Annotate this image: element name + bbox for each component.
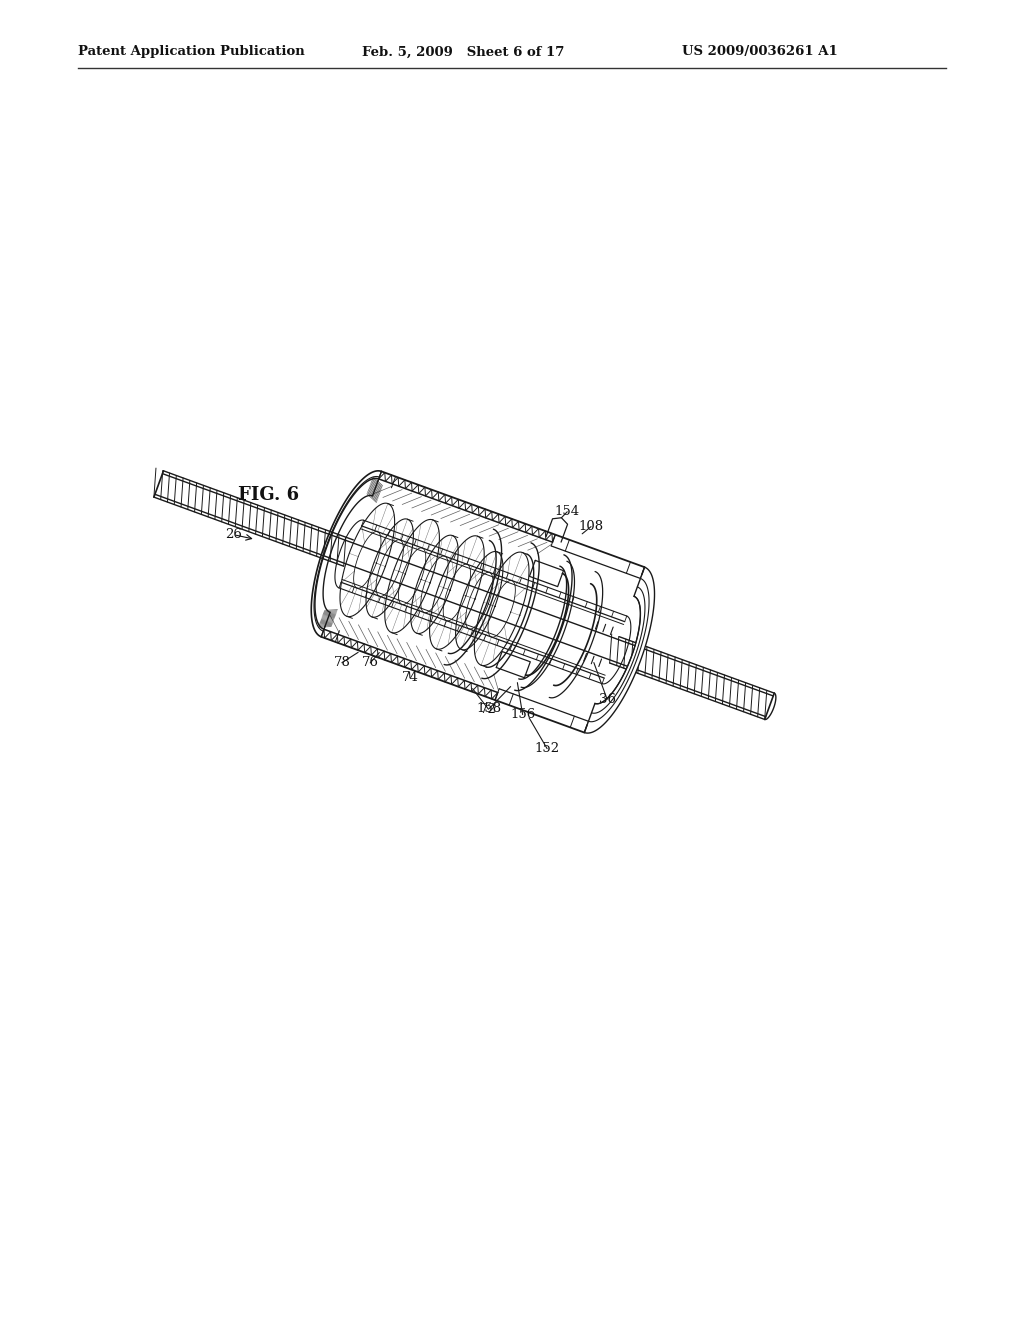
Text: 36: 36 [599,693,615,706]
Polygon shape [322,471,644,733]
Text: 76: 76 [361,656,379,669]
Text: 154: 154 [555,506,580,519]
Text: 156: 156 [510,708,536,721]
Polygon shape [585,568,654,733]
Text: 152: 152 [535,742,560,755]
Text: 108: 108 [579,520,603,533]
Text: FIG. 6: FIG. 6 [238,486,299,504]
Text: 78: 78 [334,656,350,669]
Text: 74: 74 [401,672,419,684]
Text: 72: 72 [480,702,497,715]
Text: 26: 26 [225,528,242,541]
Polygon shape [155,474,773,717]
Text: Patent Application Publication: Patent Application Publication [78,45,305,58]
Text: Feb. 5, 2009   Sheet 6 of 17: Feb. 5, 2009 Sheet 6 of 17 [362,45,564,58]
Text: US 2009/0036261 A1: US 2009/0036261 A1 [682,45,838,58]
Text: 158: 158 [476,702,502,715]
